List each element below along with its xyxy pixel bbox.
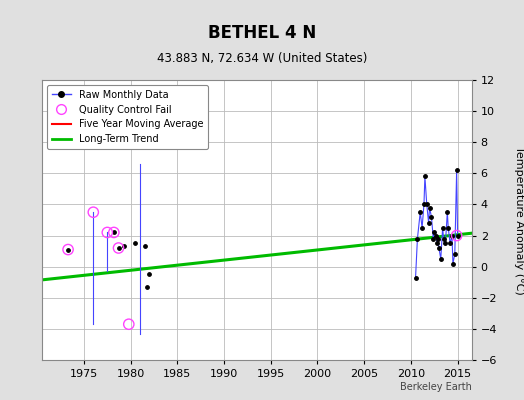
Text: BETHEL 4 N: BETHEL 4 N xyxy=(208,24,316,42)
Point xyxy=(125,321,133,328)
Point xyxy=(103,229,112,236)
Point xyxy=(114,245,123,251)
Y-axis label: Temperature Anomaly (°C): Temperature Anomaly (°C) xyxy=(514,146,524,294)
Point xyxy=(452,232,461,239)
Text: 43.883 N, 72.634 W (United States): 43.883 N, 72.634 W (United States) xyxy=(157,52,367,65)
Point xyxy=(64,246,72,253)
Point xyxy=(143,284,151,290)
Point xyxy=(140,243,149,250)
Point xyxy=(114,245,123,251)
Point xyxy=(64,246,72,253)
Legend: Raw Monthly Data, Quality Control Fail, Five Year Moving Average, Long-Term Tren: Raw Monthly Data, Quality Control Fail, … xyxy=(47,85,208,149)
Point xyxy=(110,229,118,236)
Point xyxy=(89,209,97,216)
Point xyxy=(120,243,128,250)
Text: Berkeley Earth: Berkeley Earth xyxy=(400,382,472,392)
Point xyxy=(110,229,118,236)
Point xyxy=(145,271,154,278)
Point xyxy=(131,240,139,246)
